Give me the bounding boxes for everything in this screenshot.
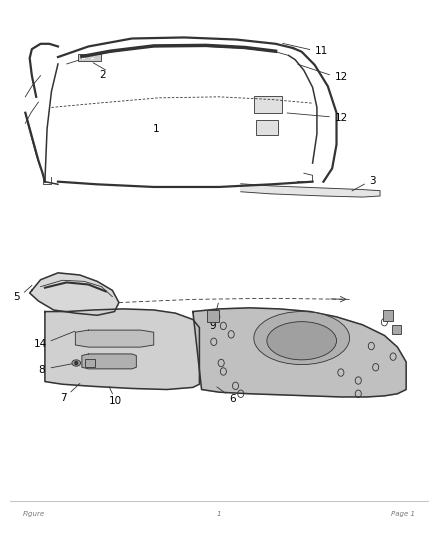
Text: 12: 12	[334, 71, 348, 82]
Text: Page 1: Page 1	[391, 511, 415, 517]
Circle shape	[75, 361, 78, 365]
Ellipse shape	[72, 360, 81, 366]
Text: 8: 8	[38, 365, 45, 375]
Text: 12: 12	[334, 113, 348, 123]
Polygon shape	[82, 354, 136, 369]
Bar	[78, 54, 102, 61]
Text: Figure: Figure	[23, 511, 45, 517]
Polygon shape	[30, 273, 119, 316]
Bar	[85, 359, 95, 367]
Bar	[254, 96, 282, 113]
Bar	[383, 310, 393, 320]
Polygon shape	[45, 309, 199, 390]
Text: 14: 14	[34, 339, 47, 349]
Ellipse shape	[267, 321, 336, 360]
Polygon shape	[75, 330, 154, 347]
Text: 11: 11	[315, 46, 328, 56]
Text: 1: 1	[217, 511, 221, 517]
Bar	[256, 120, 278, 135]
Text: 6: 6	[230, 394, 236, 404]
Text: 5: 5	[13, 292, 20, 302]
Text: 2: 2	[99, 70, 106, 80]
Text: 1: 1	[152, 124, 159, 134]
Polygon shape	[241, 184, 380, 197]
Bar	[392, 325, 401, 334]
Polygon shape	[193, 308, 406, 397]
Bar	[207, 310, 219, 321]
Ellipse shape	[254, 312, 350, 365]
Text: 10: 10	[109, 395, 122, 406]
Text: 9: 9	[209, 321, 216, 331]
Text: 7: 7	[60, 393, 67, 403]
Text: 3: 3	[369, 175, 376, 185]
